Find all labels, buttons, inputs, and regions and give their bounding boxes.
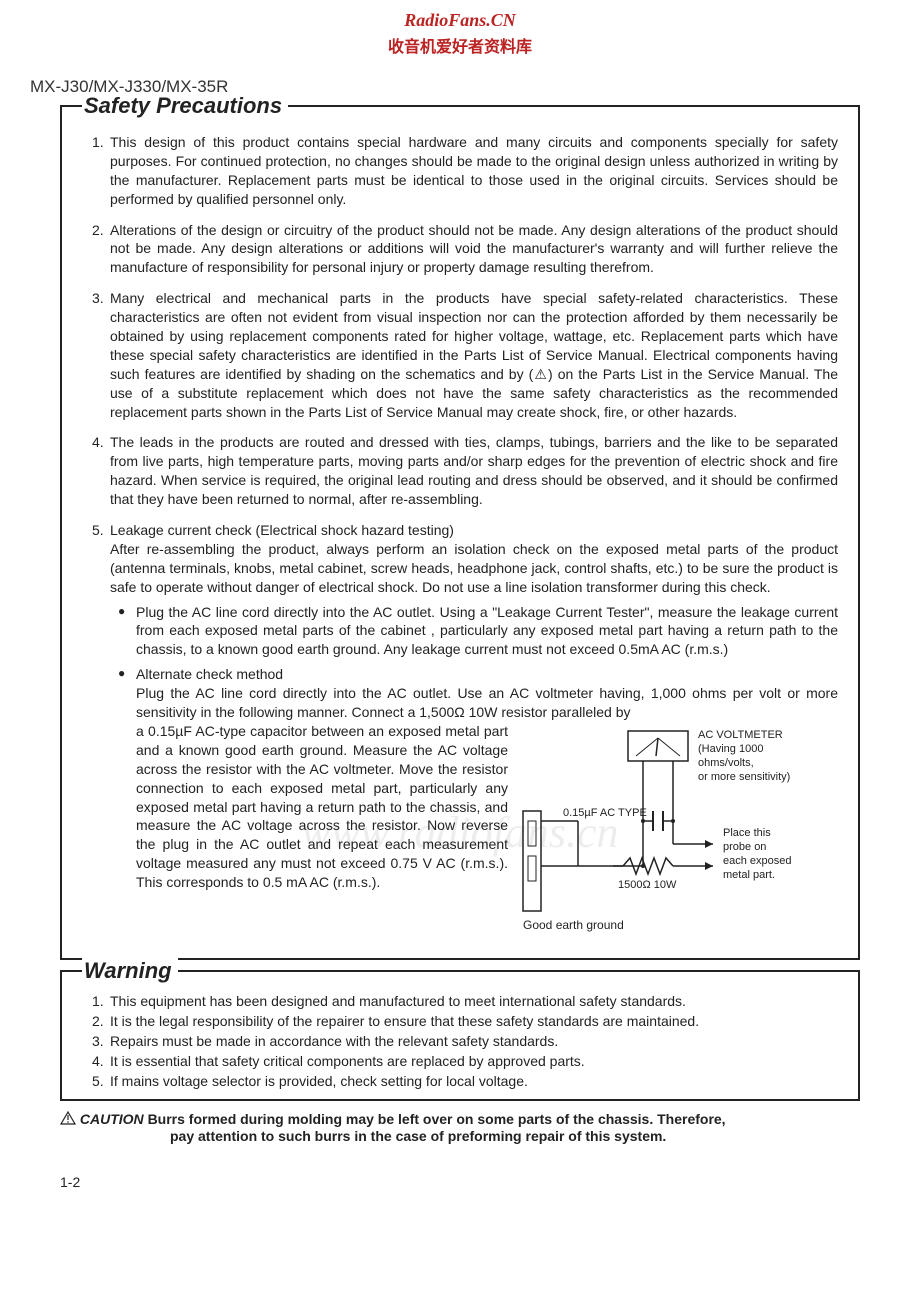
safety-bullet-2-pre: Plug the AC line cord directly into the … bbox=[136, 685, 838, 720]
warning-item-3: Repairs must be made in accordance with … bbox=[92, 1032, 838, 1051]
safety-item-4: The leads in the products are routed and… bbox=[92, 433, 838, 509]
warning-list: This equipment has been designed and man… bbox=[82, 992, 838, 1090]
caution-line-2: pay attention to such burrs in the case … bbox=[170, 1128, 860, 1144]
safety-bullet-2-wrap: a 0.15µF AC-type capacitor between an ex… bbox=[136, 723, 508, 890]
safety-heading: Safety Precautions bbox=[82, 93, 288, 119]
warning-box: Warning This equipment has been designed… bbox=[60, 970, 860, 1101]
fig-voltmeter-label: AC VOLTMETER bbox=[698, 729, 783, 741]
safety-item-5: Leakage current check (Electrical shock … bbox=[92, 521, 838, 936]
fig-voltmeter-sub1: (Having 1000 bbox=[698, 743, 763, 755]
safety-item-1: This design of this product contains spe… bbox=[92, 133, 838, 209]
safety-sub-bullets: Plug the AC line cord directly into the … bbox=[118, 603, 838, 936]
svg-text:Place this: Place this bbox=[723, 827, 771, 839]
top-watermark: RadioFans.CN 收音机爱好者资料库 bbox=[30, 10, 890, 57]
svg-text:metal part.: metal part. bbox=[723, 869, 775, 881]
safety-bullet-2: Alternate check method Plug the AC line … bbox=[118, 665, 838, 936]
caution-triangle-icon bbox=[60, 1111, 76, 1128]
safety-item-5-body: After re-assembling the product, always … bbox=[110, 541, 838, 595]
watermark-subtitle: 收音机爱好者资料库 bbox=[30, 33, 890, 57]
warning-item-2: It is the legal responsibility of the re… bbox=[92, 1012, 838, 1031]
fig-ground-label: Good earth ground bbox=[523, 918, 624, 932]
warning-item-5: If mains voltage selector is provided, c… bbox=[92, 1072, 838, 1091]
page: RadioFans.CN 收音机爱好者资料库 MX-J30/MX-J330/MX… bbox=[0, 0, 920, 1220]
safety-list: This design of this product contains spe… bbox=[82, 133, 838, 936]
svg-text:or more sensitivity): or more sensitivity) bbox=[698, 771, 790, 783]
caution-block: CAUTION Burrs formed during molding may … bbox=[60, 1111, 860, 1144]
safety-bullet-1: Plug the AC line cord directly into the … bbox=[118, 603, 838, 660]
svg-text:each exposed: each exposed bbox=[723, 855, 792, 867]
figure-wrap: AC VOLTMETER (Having 1000 ohms/volts, or… bbox=[136, 722, 838, 936]
safety-bullet-2-head: Alternate check method bbox=[136, 666, 283, 682]
fig-cap-label: 0.15µF AC TYPE bbox=[563, 807, 647, 819]
warning-item-4: It is essential that safety critical com… bbox=[92, 1052, 838, 1071]
warning-item-1: This equipment has been designed and man… bbox=[92, 992, 838, 1011]
fig-res-label: 1500Ω 10W bbox=[618, 879, 677, 891]
page-number: 1-2 bbox=[60, 1174, 890, 1190]
warning-heading: Warning bbox=[82, 958, 178, 984]
watermark-title: RadioFans.CN bbox=[30, 10, 890, 31]
safety-item-3: Many electrical and mechanical parts in … bbox=[92, 289, 838, 421]
leakage-test-figure: AC VOLTMETER (Having 1000 ohms/volts, or… bbox=[518, 726, 838, 936]
svg-text:probe on: probe on bbox=[723, 841, 766, 853]
safety-precautions-box: Safety Precautions www.radiofans.cn This… bbox=[60, 105, 860, 960]
safety-item-5-lead: Leakage current check (Electrical shock … bbox=[110, 522, 454, 538]
caution-label: CAUTION bbox=[80, 1111, 144, 1127]
caution-line-1: Burrs formed during molding may be left … bbox=[148, 1111, 726, 1127]
safety-item-2: Alterations of the design or circuitry o… bbox=[92, 221, 838, 278]
svg-text:ohms/volts,: ohms/volts, bbox=[698, 757, 754, 769]
